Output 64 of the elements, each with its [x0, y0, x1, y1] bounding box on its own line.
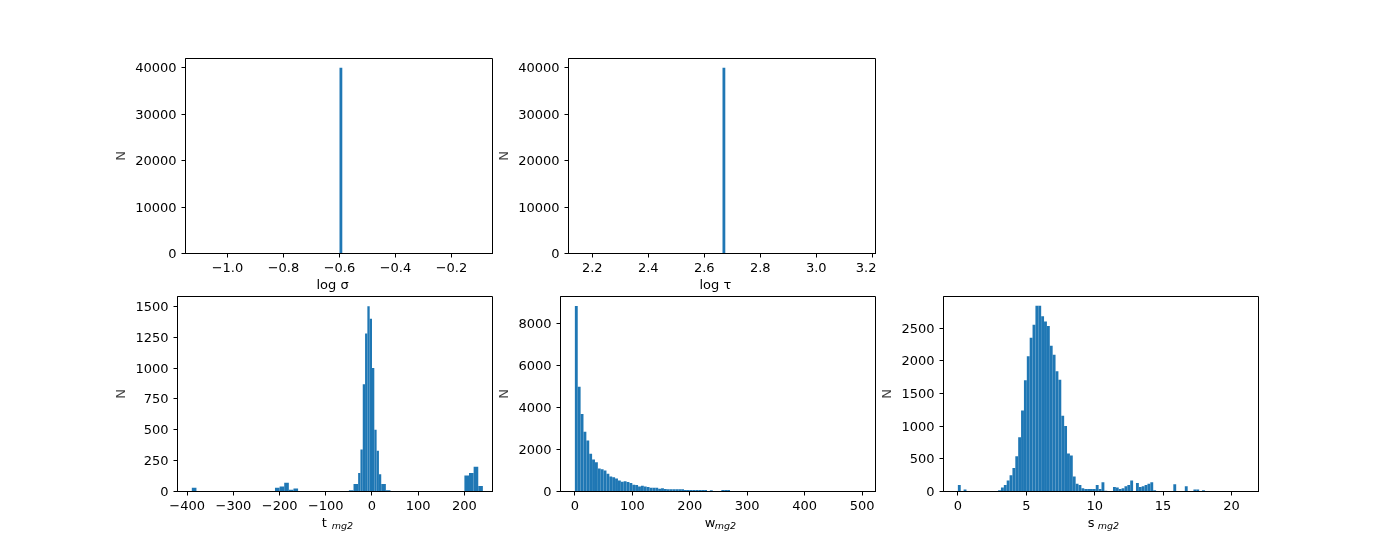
y-axis-title: N	[496, 389, 512, 399]
x-tick-label: −0.2	[435, 259, 468, 275]
x-tick-label: 200	[677, 497, 703, 513]
y-tick-label: 0	[551, 246, 560, 261]
y-tick-label: 2000	[518, 442, 552, 458]
x-tick-label: −100	[307, 497, 344, 513]
y-axis-title: N	[496, 151, 512, 161]
y-tick-label: 1000	[901, 418, 935, 434]
x-tick-label: 0	[953, 497, 963, 513]
y-tick-label: 0	[543, 484, 552, 499]
x-tick-label: 5	[1022, 497, 1031, 513]
y-tick-label: 1500	[135, 298, 169, 314]
y-axis-title: N	[113, 389, 129, 399]
y-tick-label: 250	[143, 453, 169, 469]
x-axis-title: log σ	[316, 276, 349, 292]
y-tick-label: 6000	[518, 358, 552, 374]
x-tick-label: −400	[169, 497, 206, 513]
y-tick-label: 30000	[518, 106, 560, 122]
x-tick-label: 500	[849, 497, 875, 513]
x-tick-label: −0.8	[267, 259, 300, 275]
y-tick-label: 40000	[135, 60, 177, 76]
x-axis-title: log τ	[699, 276, 732, 292]
y-axis-title: N	[113, 151, 129, 161]
y-tick-label: 4000	[518, 400, 552, 416]
x-tick-label: 300	[734, 497, 760, 513]
y-tick-label: 500	[143, 422, 169, 438]
x-tick-label: 3.0	[805, 259, 827, 275]
x-tick-label: 10	[1086, 497, 1103, 513]
x-tick-label: 400	[792, 497, 818, 513]
y-tick-label: 750	[143, 391, 169, 407]
x-tick-label: −1.0	[211, 259, 244, 275]
y-tick-label: 8000	[518, 316, 552, 332]
x-tick-label: 15	[1154, 497, 1172, 513]
x-tick-label: 2.4	[637, 259, 659, 275]
x-tick-label: 20	[1223, 497, 1240, 513]
y-tick-label: 0	[168, 246, 177, 261]
y-tick-label: 10000	[518, 199, 560, 215]
y-axis-title: N	[879, 389, 895, 399]
x-tick-label: −0.6	[323, 259, 356, 275]
x-tick-label: 2.2	[581, 259, 603, 275]
x-tick-label: 100	[405, 497, 431, 513]
y-tick-label: 1000	[135, 360, 169, 376]
x-tick-label: −200	[261, 497, 298, 513]
y-tick-label: 1250	[135, 329, 169, 345]
x-tick-label: 2.6	[693, 259, 715, 275]
x-tick-label: 0	[570, 497, 580, 513]
x-tick-label: −300	[215, 497, 252, 513]
y-tick-label: 20000	[135, 153, 177, 169]
y-tick-label: 2500	[901, 320, 935, 336]
x-tick-label: 200	[451, 497, 477, 513]
y-tick-label: 0	[926, 484, 935, 499]
y-tick-label: 30000	[135, 106, 177, 122]
y-tick-label: 0	[160, 484, 169, 499]
y-tick-label: 2000	[901, 353, 935, 369]
x-tick-label: 100	[619, 497, 645, 513]
x-tick-label: 3.2	[855, 259, 877, 275]
y-tick-label: 500	[909, 451, 935, 467]
y-tick-label: 20000	[518, 153, 560, 169]
x-tick-label: 2.8	[749, 259, 771, 275]
y-tick-label: 40000	[518, 60, 560, 76]
y-tick-label: 10000	[135, 199, 177, 215]
x-tick-label: 0	[367, 497, 377, 513]
y-tick-label: 1500	[901, 385, 935, 401]
x-tick-label: −0.4	[379, 259, 412, 275]
